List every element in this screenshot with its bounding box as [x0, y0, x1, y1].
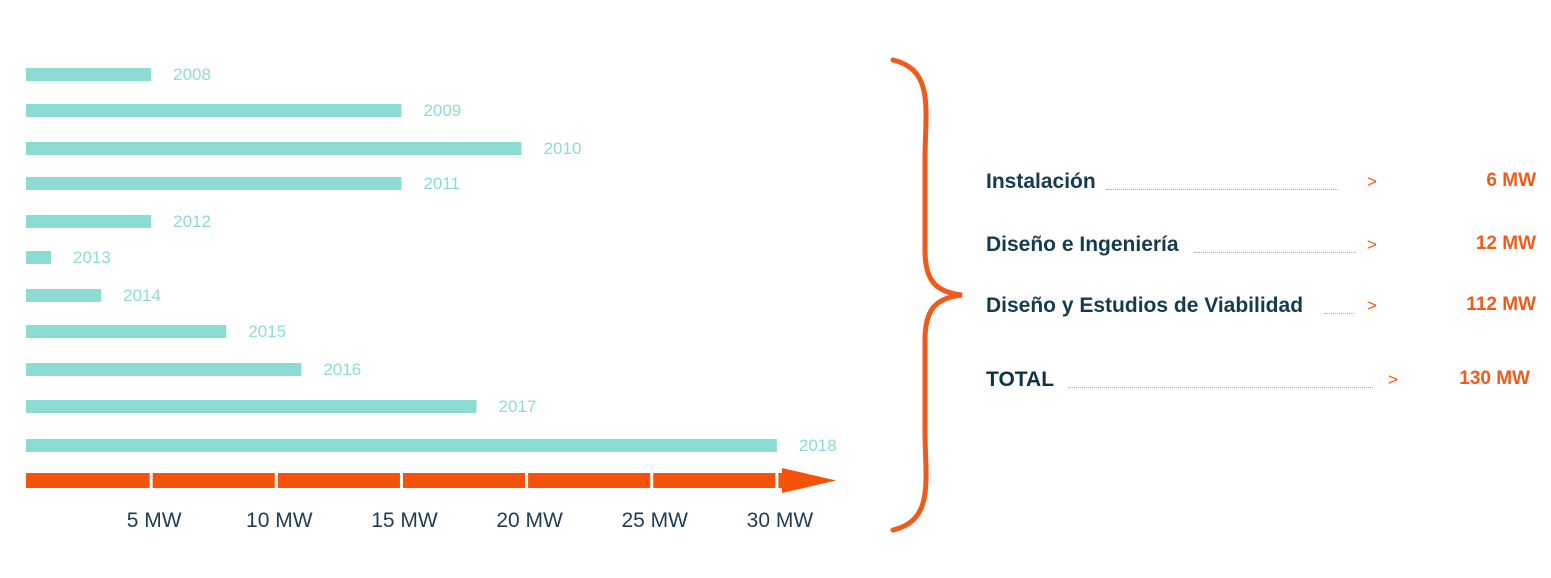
x-tick-label: 30 MW [747, 509, 814, 532]
summary-label: Instalación [986, 170, 1098, 194]
total-label: TOTAL [986, 368, 1057, 392]
arrow-icon: > [1367, 296, 1377, 315]
x-tick-label: 5 MW [127, 509, 182, 532]
x-tick-label: 20 MW [496, 509, 563, 532]
bar-label-2015: 2015 [248, 322, 286, 341]
axis-arrowhead [782, 468, 836, 493]
bar-2015 [26, 325, 227, 338]
bar-label-2008: 2008 [173, 65, 211, 84]
bar-2010 [26, 142, 522, 155]
bar-2011 [26, 177, 402, 190]
x-tick-label: 15 MW [371, 509, 438, 532]
axis-tick-separator [399, 473, 403, 488]
leader-dots [1194, 252, 1356, 253]
leader-dots [1324, 313, 1354, 314]
bar-2014 [26, 289, 102, 302]
summary-row-total: TOTAL > 130 MW [986, 368, 1536, 398]
summary-row-feasibility: Diseño y Estudios de Viabilidad > 112 MW [986, 294, 1536, 324]
bars-group: 2008 2009 2010 2011 2012 2013 2014 2015 2016 2017… [26, 65, 837, 455]
summary-value: 6 MW [1486, 170, 1536, 191]
total-value: 130 MW [1459, 368, 1530, 389]
bar-label-2011: 2011 [423, 174, 460, 193]
arrow-icon: > [1388, 370, 1398, 389]
arrow-icon: > [1367, 172, 1377, 191]
bar-2012 [26, 215, 152, 228]
bar-label-2018: 2018 [799, 436, 837, 455]
axis-tick-separator [274, 473, 278, 488]
leader-dots [1106, 189, 1338, 190]
bar-label-2012: 2012 [173, 212, 211, 231]
summary-row-installation: Instalación > 6 MW [986, 170, 1536, 200]
bar-2018 [26, 439, 777, 452]
axis-tick-separator [775, 473, 779, 488]
bar-2009 [26, 104, 402, 117]
x-tick-label: 10 MW [246, 509, 313, 532]
summary-value: 112 MW [1466, 294, 1536, 315]
summary-row-design-engineering: Diseño e Ingeniería > 12 MW [986, 233, 1536, 263]
bar-label-2017: 2017 [499, 397, 537, 416]
axis-tick-separator [650, 473, 654, 488]
axis-bar [26, 473, 782, 488]
bar-label-2010: 2010 [544, 139, 582, 158]
bar-label-2009: 2009 [423, 101, 461, 120]
x-axis [26, 468, 836, 493]
bar-label-2014: 2014 [123, 286, 161, 305]
leader-dots [1068, 387, 1373, 388]
x-tick-labels: 5 MW 10 MW 15 MW 20 MW 25 MW 30 MW [127, 509, 814, 532]
bar-2016 [26, 363, 302, 376]
bar-2008 [26, 68, 152, 81]
bar-2017 [26, 400, 477, 413]
bar-label-2013: 2013 [73, 248, 111, 267]
summary-value: 12 MW [1475, 233, 1536, 254]
axis-tick-separator [525, 473, 529, 488]
summary-label: Diseño y Estudios de Viabilidad [986, 294, 1306, 318]
bar-label-2016: 2016 [323, 360, 361, 379]
bar-2013 [26, 251, 52, 264]
arrow-icon: > [1367, 235, 1377, 254]
curly-brace [890, 57, 963, 533]
summary-label: Diseño e Ingeniería [986, 233, 1181, 257]
x-tick-label: 25 MW [621, 509, 688, 532]
axis-tick-separator [149, 473, 153, 488]
